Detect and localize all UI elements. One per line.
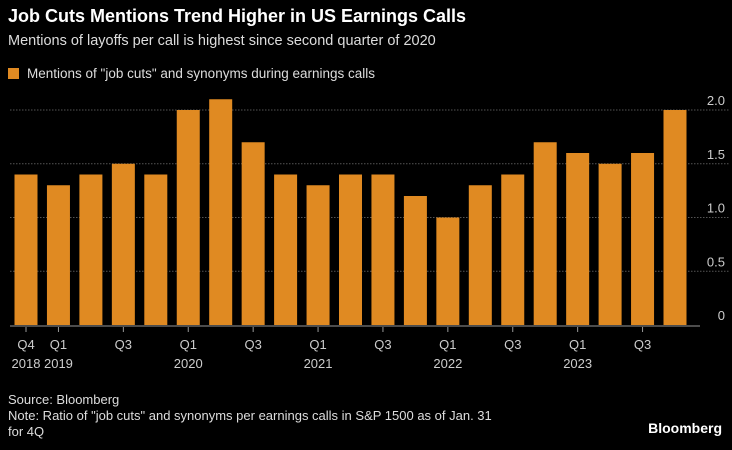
x-tick-quarter: Q3: [634, 337, 651, 352]
bar: [306, 185, 330, 325]
y-tick-label: 0: [718, 308, 725, 323]
x-tick-quarter: Q4: [17, 337, 34, 352]
y-tick-label: 0.5: [707, 254, 725, 269]
x-tick-year: 2021: [304, 356, 333, 371]
x-tick-quarter: Q1: [439, 337, 456, 352]
bar: [46, 185, 70, 325]
bar: [79, 174, 103, 325]
x-tick-quarter: Q3: [115, 337, 132, 352]
footnote: Note: Ratio of "job cuts" and synonyms p…: [8, 408, 492, 423]
footnote-cont: for 4Q: [8, 424, 45, 439]
x-tick-year: 2019: [44, 356, 73, 371]
bar: [501, 174, 525, 325]
chart-subtitle: Mentions of layoffs per call is highest …: [8, 33, 436, 49]
x-tick-year: 2020: [174, 356, 203, 371]
x-tick-quarter: Q3: [374, 337, 391, 352]
x-tick-year: 2023: [563, 356, 592, 371]
bar: [598, 163, 622, 325]
bar: [566, 153, 590, 325]
legend-swatch: [8, 68, 19, 79]
bar: [111, 163, 135, 325]
x-tick-quarter: Q1: [569, 337, 586, 352]
x-tick-quarter: Q1: [50, 337, 67, 352]
bar: [209, 99, 233, 325]
y-tick-label: 2.0: [707, 93, 725, 108]
bar: [436, 217, 460, 325]
bar: [533, 142, 557, 325]
chart-title: Job Cuts Mentions Trend Higher in US Ear…: [8, 6, 467, 26]
x-tick-year: 2018: [12, 356, 41, 371]
bar: [631, 153, 655, 325]
x-tick-year: 2022: [433, 356, 462, 371]
bar: [339, 174, 362, 325]
x-tick-quarter: Q1: [180, 337, 197, 352]
source-note: Source: Bloomberg: [8, 392, 120, 407]
legend: Mentions of "job cuts" and synonyms duri…: [8, 66, 375, 81]
x-tick-quarter: Q1: [309, 337, 326, 352]
bar: [371, 174, 395, 325]
bar: [403, 196, 427, 325]
bar: [14, 174, 38, 325]
bloomberg-logo: Bloomberg: [648, 420, 722, 436]
y-tick-label: 1.5: [707, 147, 725, 162]
bar: [144, 174, 168, 325]
bar: [176, 110, 200, 325]
bar: [663, 110, 687, 325]
legend-label: Mentions of "job cuts" and synonyms duri…: [27, 66, 376, 81]
bar: [241, 142, 265, 325]
x-tick-quarter: Q3: [244, 337, 261, 352]
x-tick-quarter: Q3: [504, 337, 521, 352]
bar: [274, 174, 298, 325]
bar: [468, 185, 492, 325]
y-tick-label: 1.0: [707, 201, 725, 216]
